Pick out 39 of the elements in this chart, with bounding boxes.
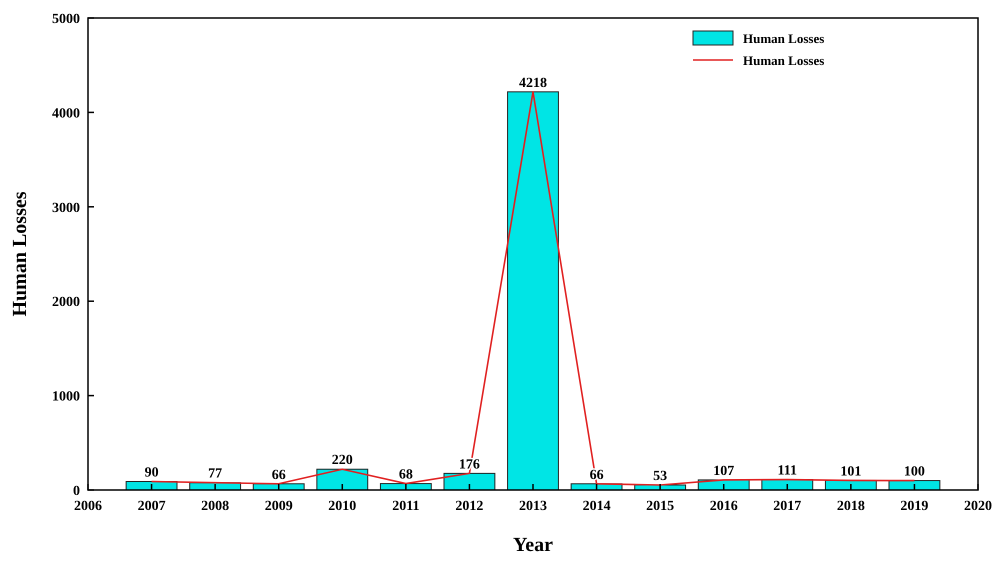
x-tick-label: 2019 xyxy=(900,499,928,514)
x-tick-label: 2007 xyxy=(138,499,166,514)
x-tick-label: 2018 xyxy=(836,499,865,514)
x-tick-label: 2006 xyxy=(74,499,102,514)
y-tick-label: 2000 xyxy=(52,295,80,310)
data-label: 53 xyxy=(653,468,668,484)
x-tick-label: 2016 xyxy=(710,499,738,514)
y-tick-label: 1000 xyxy=(52,390,80,405)
y-tick-label: 0 xyxy=(73,484,80,499)
legend-label: Human Losses xyxy=(743,31,824,46)
x-tick-label: 2008 xyxy=(201,499,230,514)
x-tick-label: 2012 xyxy=(455,499,484,514)
x-tick-label: 2013 xyxy=(519,499,547,514)
data-label: 111 xyxy=(778,464,798,479)
x-axis-title: Year xyxy=(513,534,554,556)
bar xyxy=(316,468,368,490)
x-tick-label: 2010 xyxy=(328,499,356,514)
data-label: 220 xyxy=(332,453,353,468)
data-label: 66 xyxy=(272,468,286,483)
data-label: 100 xyxy=(904,464,925,480)
data-label: 4218 xyxy=(519,76,547,91)
data-label: 68 xyxy=(398,468,413,483)
x-tick-label: 2011 xyxy=(392,499,420,514)
y-axis-title: Human Losses xyxy=(9,191,31,317)
x-tick-label: 2020 xyxy=(964,499,992,514)
data-label: 90 xyxy=(144,466,159,481)
y-tick-label: 3000 xyxy=(52,200,80,216)
y-tick-label: 5000 xyxy=(52,12,80,27)
y-tick-label: 4000 xyxy=(52,106,80,122)
x-tick-label: 2009 xyxy=(264,499,293,514)
legend-label: Human Losses xyxy=(743,53,824,68)
bar xyxy=(507,91,559,490)
data-label: 107 xyxy=(713,464,734,479)
x-tick-label: 2014 xyxy=(582,499,611,514)
x-tick-label: 2017 xyxy=(773,499,802,514)
data-label: 77 xyxy=(208,466,222,482)
x-tick-label: 2015 xyxy=(646,499,674,514)
data-label: 101 xyxy=(840,464,862,480)
bar xyxy=(444,472,496,490)
